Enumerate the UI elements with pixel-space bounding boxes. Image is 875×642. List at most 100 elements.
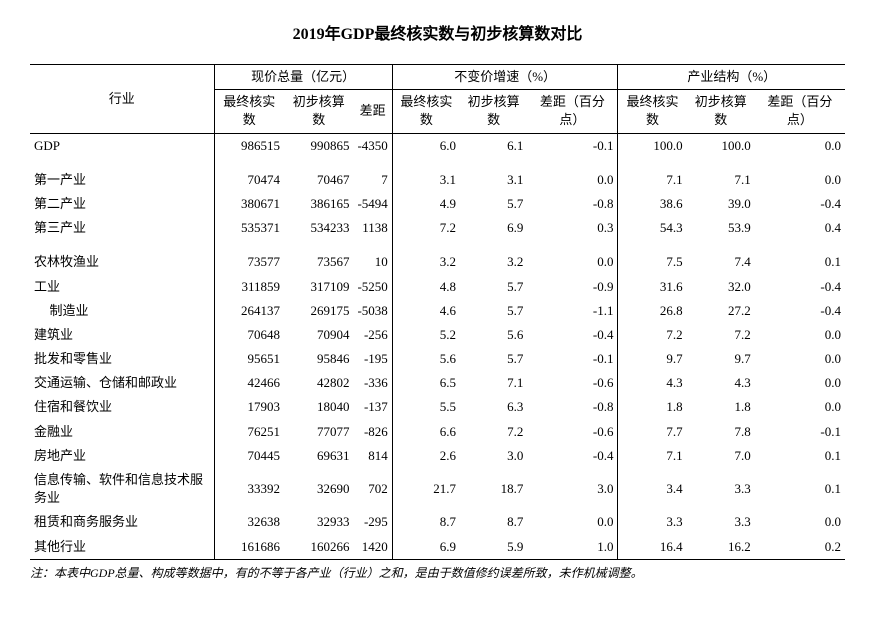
cell-value: 814 xyxy=(353,444,392,468)
cell-value: 39.0 xyxy=(687,192,755,216)
table-row xyxy=(30,158,845,168)
cell-value: -5250 xyxy=(353,275,392,299)
cell-value: 54.3 xyxy=(618,216,687,240)
col-final-3: 最终核实数 xyxy=(618,90,687,133)
cell-value: -5038 xyxy=(353,299,392,323)
row-label: 农林牧渔业 xyxy=(30,250,214,274)
cell-value: 7.1 xyxy=(618,168,687,192)
cell-value: 70648 xyxy=(214,323,284,347)
col-final-1: 最终核实数 xyxy=(214,90,284,133)
col-diff-1: 差距 xyxy=(353,90,392,133)
cell-value: 5.7 xyxy=(460,299,527,323)
cell-value: 8.7 xyxy=(460,510,527,534)
cell-value: 0.4 xyxy=(755,216,845,240)
cell-value: 7.1 xyxy=(460,371,527,395)
col-group-current-price: 现价总量（亿元） xyxy=(214,65,392,90)
cell-value: 6.6 xyxy=(392,420,460,444)
cell-value: 53.9 xyxy=(687,216,755,240)
row-label: 批发和零售业 xyxy=(30,347,214,371)
table-row: 建筑业7064870904-2565.25.6-0.47.27.20.0 xyxy=(30,323,845,347)
row-label: 建筑业 xyxy=(30,323,214,347)
cell-value: 33392 xyxy=(214,468,284,510)
cell-value: 7.2 xyxy=(392,216,460,240)
col-diff-2: 差距（百分点） xyxy=(527,90,618,133)
cell-value: 0.0 xyxy=(755,347,845,371)
cell-value: 1138 xyxy=(353,216,392,240)
cell-value: 7.2 xyxy=(460,420,527,444)
cell-value: 990865 xyxy=(284,133,353,158)
table-footnote: 注：本表中GDP总量、构成等数据中，有的不等于各产业（行业）之和，是由于数值修约… xyxy=(30,564,845,581)
cell-value: 160266 xyxy=(284,535,353,560)
cell-value: 1.8 xyxy=(618,395,687,419)
cell-value: 702 xyxy=(353,468,392,510)
cell-value: 0.0 xyxy=(755,133,845,158)
cell-value: 18.7 xyxy=(460,468,527,510)
cell-value: 4.9 xyxy=(392,192,460,216)
table-row: 住宿和餐饮业1790318040-1375.56.3-0.81.81.80.0 xyxy=(30,395,845,419)
cell-value: 6.3 xyxy=(460,395,527,419)
cell-value: 4.6 xyxy=(392,299,460,323)
cell-value: -0.6 xyxy=(527,420,618,444)
cell-value: 7.2 xyxy=(687,323,755,347)
cell-value: 0.0 xyxy=(527,250,618,274)
cell-value: 18040 xyxy=(284,395,353,419)
row-label: 制造业 xyxy=(30,299,214,323)
table-row: 工业311859317109-52504.85.7-0.931.632.0-0.… xyxy=(30,275,845,299)
cell-value: 4.3 xyxy=(687,371,755,395)
cell-value: 100.0 xyxy=(687,133,755,158)
cell-value: 0.0 xyxy=(755,371,845,395)
cell-value: 386165 xyxy=(284,192,353,216)
cell-value: 69631 xyxy=(284,444,353,468)
table-row: 房地产业70445696318142.63.0-0.47.17.00.1 xyxy=(30,444,845,468)
row-label: GDP xyxy=(30,133,214,158)
cell-value: 7.5 xyxy=(618,250,687,274)
table-row: 第二产业380671386165-54944.95.7-0.838.639.0-… xyxy=(30,192,845,216)
cell-value: 6.9 xyxy=(392,535,460,560)
cell-value: 2.6 xyxy=(392,444,460,468)
cell-value: 21.7 xyxy=(392,468,460,510)
cell-value: 1.8 xyxy=(687,395,755,419)
cell-value: -0.4 xyxy=(755,299,845,323)
row-label: 住宿和餐饮业 xyxy=(30,395,214,419)
cell-value: 27.2 xyxy=(687,299,755,323)
cell-value: 0.0 xyxy=(755,168,845,192)
cell-value: 380671 xyxy=(214,192,284,216)
cell-value: -0.1 xyxy=(527,347,618,371)
cell-value: 9.7 xyxy=(618,347,687,371)
table-row: 租赁和商务服务业3263832933-2958.78.70.03.33.30.0 xyxy=(30,510,845,534)
cell-value: 5.6 xyxy=(460,323,527,347)
cell-value: 95651 xyxy=(214,347,284,371)
col-group-structure: 产业结构（%） xyxy=(618,65,845,90)
cell-value: -0.4 xyxy=(527,444,618,468)
col-prelim-1: 初步核算数 xyxy=(284,90,353,133)
row-label: 信息传输、软件和信息技术服务业 xyxy=(30,468,214,510)
cell-value: 0.0 xyxy=(755,323,845,347)
row-label: 金融业 xyxy=(30,420,214,444)
cell-value: 3.0 xyxy=(460,444,527,468)
table-row: GDP986515990865-43506.06.1-0.1100.0100.0… xyxy=(30,133,845,158)
cell-value: -1.1 xyxy=(527,299,618,323)
cell-value: 5.7 xyxy=(460,347,527,371)
cell-value: -0.4 xyxy=(755,192,845,216)
table-row: 农林牧渔业7357773567103.23.20.07.57.40.1 xyxy=(30,250,845,274)
cell-value: 264137 xyxy=(214,299,284,323)
cell-value: 161686 xyxy=(214,535,284,560)
page-title: 2019年GDP最终核实数与初步核算数对比 xyxy=(30,20,845,44)
cell-value: -5494 xyxy=(353,192,392,216)
row-label: 房地产业 xyxy=(30,444,214,468)
row-label: 工业 xyxy=(30,275,214,299)
table-row: 信息传输、软件和信息技术服务业333923269070221.718.73.03… xyxy=(30,468,845,510)
cell-value: 0.0 xyxy=(755,395,845,419)
cell-value: 17903 xyxy=(214,395,284,419)
cell-value: -0.8 xyxy=(527,192,618,216)
table-row xyxy=(30,240,845,250)
cell-value: 6.0 xyxy=(392,133,460,158)
cell-value: 7.8 xyxy=(687,420,755,444)
cell-value: 0.0 xyxy=(527,168,618,192)
cell-value: 7.1 xyxy=(687,168,755,192)
row-label: 交通运输、仓储和邮政业 xyxy=(30,371,214,395)
cell-value: 7.7 xyxy=(618,420,687,444)
cell-value: 42466 xyxy=(214,371,284,395)
cell-value: 1.0 xyxy=(527,535,618,560)
cell-value: -195 xyxy=(353,347,392,371)
